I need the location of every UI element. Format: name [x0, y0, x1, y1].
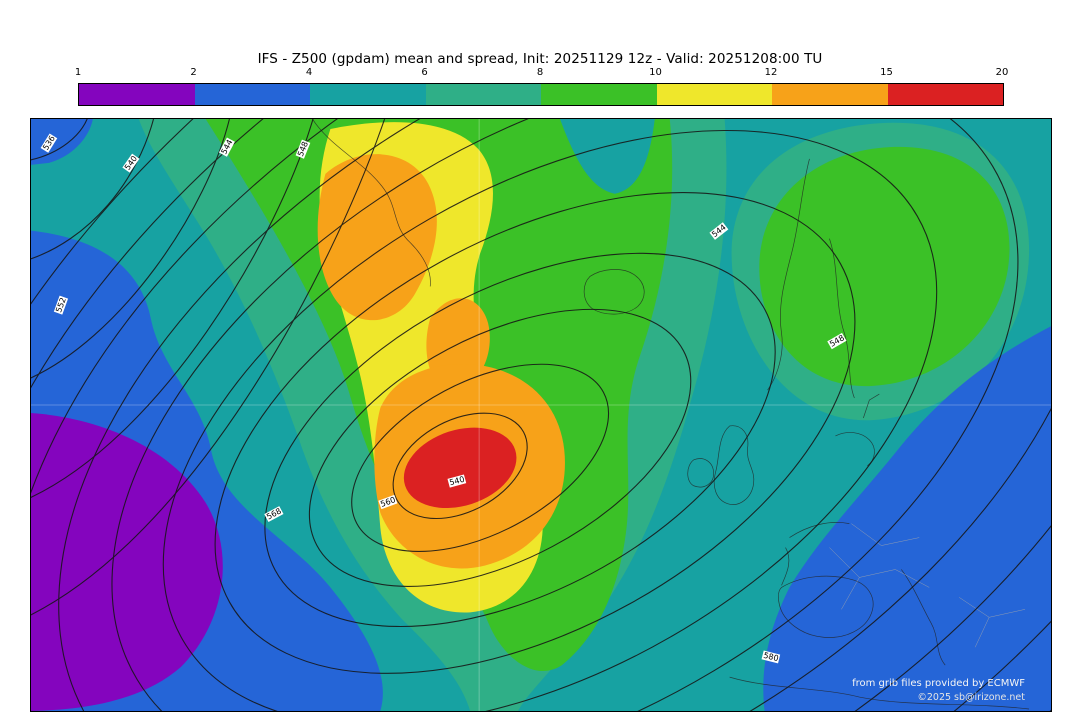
coast-ireland — [687, 458, 715, 488]
coast-norway — [767, 158, 810, 391]
colorbar-segment — [310, 84, 426, 105]
coast-greenland — [312, 119, 431, 287]
spread-region-green-east — [759, 146, 1010, 387]
colorbar-tick-label: 1 — [74, 67, 82, 78]
colorbar-segment — [541, 84, 657, 105]
coastline-layer — [312, 119, 1030, 710]
graticule-layer — [31, 119, 1051, 711]
spread-region-orange-north — [317, 154, 437, 321]
colorbar-tick-label: 2 — [190, 67, 197, 78]
colorbar-tick-label: 8 — [536, 67, 544, 78]
spread-region-blue-topleft — [31, 119, 93, 165]
map-title: IFS - Z500 (gpdam) mean and spread, Init… — [257, 51, 823, 67]
colorbar-tick-label: 15 — [880, 67, 893, 78]
coast-iberia — [777, 575, 874, 638]
contour-layer — [31, 119, 1051, 711]
coast-denmark — [835, 393, 880, 467]
spread-fill-layer — [31, 119, 1051, 711]
spread-region-purple — [31, 413, 223, 711]
colorbar-segment — [656, 84, 772, 105]
colorbar-tick-label: 20 — [995, 67, 1009, 78]
colorbar-tick-label: 12 — [764, 67, 778, 78]
coast-britain — [713, 425, 755, 505]
colorbar-tick-label: 6 — [421, 67, 428, 78]
spread-region-teal-notch — [559, 119, 655, 194]
colorbar-segment — [772, 84, 888, 105]
spread-region-blue-southeast — [763, 326, 1051, 711]
coast-biscay — [781, 522, 850, 586]
credit-author: ©2025 sb@irizone.net — [917, 692, 1025, 704]
coast-iceland — [583, 269, 645, 315]
colorbar-tick-label: 4 — [305, 67, 313, 78]
colorbar-tick-label: 10 — [649, 67, 662, 78]
coast-italy — [901, 569, 946, 666]
credit-ecmwf: from grib files provided by ECMWF — [852, 677, 1025, 689]
map: 536 540 544 548 552 540 560 568 544 548 580 from g… — [30, 118, 1052, 712]
border-layer — [829, 523, 1026, 648]
colorbar-segment — [887, 84, 1003, 105]
colorbar-segment — [194, 84, 310, 105]
colorbar-segment — [79, 84, 195, 105]
colorbar — [78, 83, 1004, 106]
colorbar-segment — [425, 84, 541, 105]
map-canvas — [31, 119, 1051, 711]
spread-region-red-core — [403, 427, 517, 509]
coast-mediterranean — [729, 676, 1030, 710]
credits: from grib files provided by ECMWF ©2025 … — [852, 676, 1025, 706]
colorbar-tick-labels: 1 2 4 6 8 10 12 15 20 — [74, 67, 1009, 80]
